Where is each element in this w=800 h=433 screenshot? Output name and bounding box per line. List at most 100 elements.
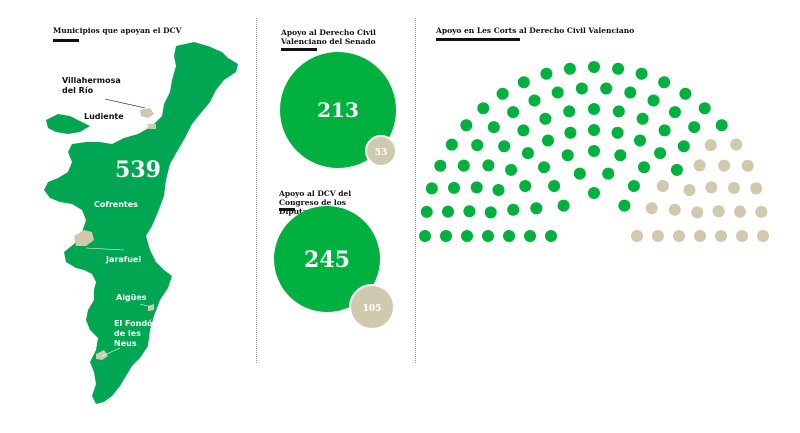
seat-support <box>634 134 646 147</box>
seat-support <box>551 86 564 99</box>
seat-support <box>461 230 473 242</box>
seat-support <box>588 103 600 115</box>
seat-support <box>507 203 520 216</box>
seat-other <box>712 205 725 218</box>
congreso-other-bubble <box>349 284 395 330</box>
seat-support <box>563 105 576 118</box>
seat-other <box>736 230 748 242</box>
seat-support <box>588 145 600 157</box>
cofrentes-patch <box>74 230 94 246</box>
place-villahermosa: Villahermosa del Río <box>62 76 121 95</box>
congreso-title-underline <box>279 208 295 211</box>
seat-support <box>487 121 500 134</box>
congreso-other-label: 105 <box>363 304 382 314</box>
seat-support <box>588 187 600 199</box>
seat-other <box>741 159 754 172</box>
congreso-support-bubble <box>274 206 380 312</box>
seat-support <box>425 182 438 195</box>
seat-other <box>673 230 685 242</box>
aigues-patch <box>148 304 154 311</box>
leader-fondo <box>101 347 121 357</box>
seat-support <box>575 82 588 95</box>
seat-support <box>715 119 728 132</box>
separator-left <box>256 18 257 363</box>
leader-aigues <box>139 303 152 308</box>
region-islet <box>46 114 90 134</box>
seat-support <box>530 202 543 215</box>
seat-other <box>704 139 717 152</box>
seat-support <box>563 62 576 75</box>
seat-support <box>679 87 692 100</box>
seat-support <box>521 147 534 160</box>
seat-other <box>728 181 740 194</box>
place-ludiente: Ludiente <box>84 112 124 121</box>
seat-support <box>542 134 554 147</box>
seat-support <box>647 94 660 107</box>
map-title: Municipios que apoyan el DCV <box>53 26 182 35</box>
seat-support <box>460 119 473 132</box>
seat-support <box>600 82 613 95</box>
leader-ludiente <box>124 123 151 127</box>
seat-support <box>627 180 640 192</box>
leader-jarafuel <box>85 247 125 251</box>
seat-other <box>645 202 658 215</box>
congreso-support-label: 245 <box>304 247 350 273</box>
seat-support <box>618 199 631 212</box>
seat-support <box>519 180 532 192</box>
fondo-patch <box>96 350 108 360</box>
corts-title: Apoyo en Les Corts al Derecho Civil Vale… <box>436 26 635 35</box>
seat-support <box>564 126 577 139</box>
seat-other <box>631 230 643 242</box>
seat-support <box>658 76 671 89</box>
seat-support <box>545 230 557 242</box>
seat-support <box>624 86 637 99</box>
seat-other <box>705 181 718 194</box>
seat-support <box>557 199 570 212</box>
separator-right <box>415 18 416 363</box>
map-title-underline <box>53 39 79 42</box>
congreso-title: Apoyo al DCV del Congreso de los Diputad… <box>279 189 352 216</box>
seat-support <box>611 126 624 139</box>
ludiente-patch <box>147 124 156 129</box>
senado-support-bubble <box>280 52 396 168</box>
seat-support <box>668 106 681 119</box>
seat-support <box>635 67 648 80</box>
leader-villahermosa <box>104 98 146 109</box>
seat-other <box>730 138 743 151</box>
seat-support <box>528 94 541 107</box>
seat-support <box>524 230 536 242</box>
seat-other <box>755 205 768 218</box>
seat-other <box>734 205 746 218</box>
seat-other <box>715 230 727 242</box>
place-fondo: El Fondó de les Neus <box>114 319 153 348</box>
seat-support <box>636 112 649 125</box>
region-shape <box>44 42 238 404</box>
seat-other <box>750 182 763 195</box>
seat-support <box>434 159 447 172</box>
seat-support <box>658 124 671 137</box>
seat-support <box>540 67 553 80</box>
seat-support <box>614 149 627 162</box>
seat-support <box>539 112 552 125</box>
seat-support <box>496 87 509 100</box>
map-total-label: 539 <box>115 157 161 183</box>
seat-support <box>677 140 690 153</box>
seat-support <box>503 230 515 242</box>
seat-support <box>517 76 530 89</box>
villahermosa-patch <box>140 108 154 118</box>
seat-support <box>548 180 561 192</box>
seat-other <box>693 159 706 172</box>
seat-support <box>588 61 600 73</box>
seat-other <box>718 159 731 172</box>
seat-other <box>694 230 706 242</box>
place-aigues: Aigües <box>116 293 147 302</box>
senado-other-bubble <box>365 135 397 167</box>
seat-support <box>498 140 511 153</box>
seat-support <box>457 159 470 172</box>
seat-support <box>505 163 518 176</box>
seat-support <box>688 121 701 134</box>
seat-support <box>471 139 484 152</box>
